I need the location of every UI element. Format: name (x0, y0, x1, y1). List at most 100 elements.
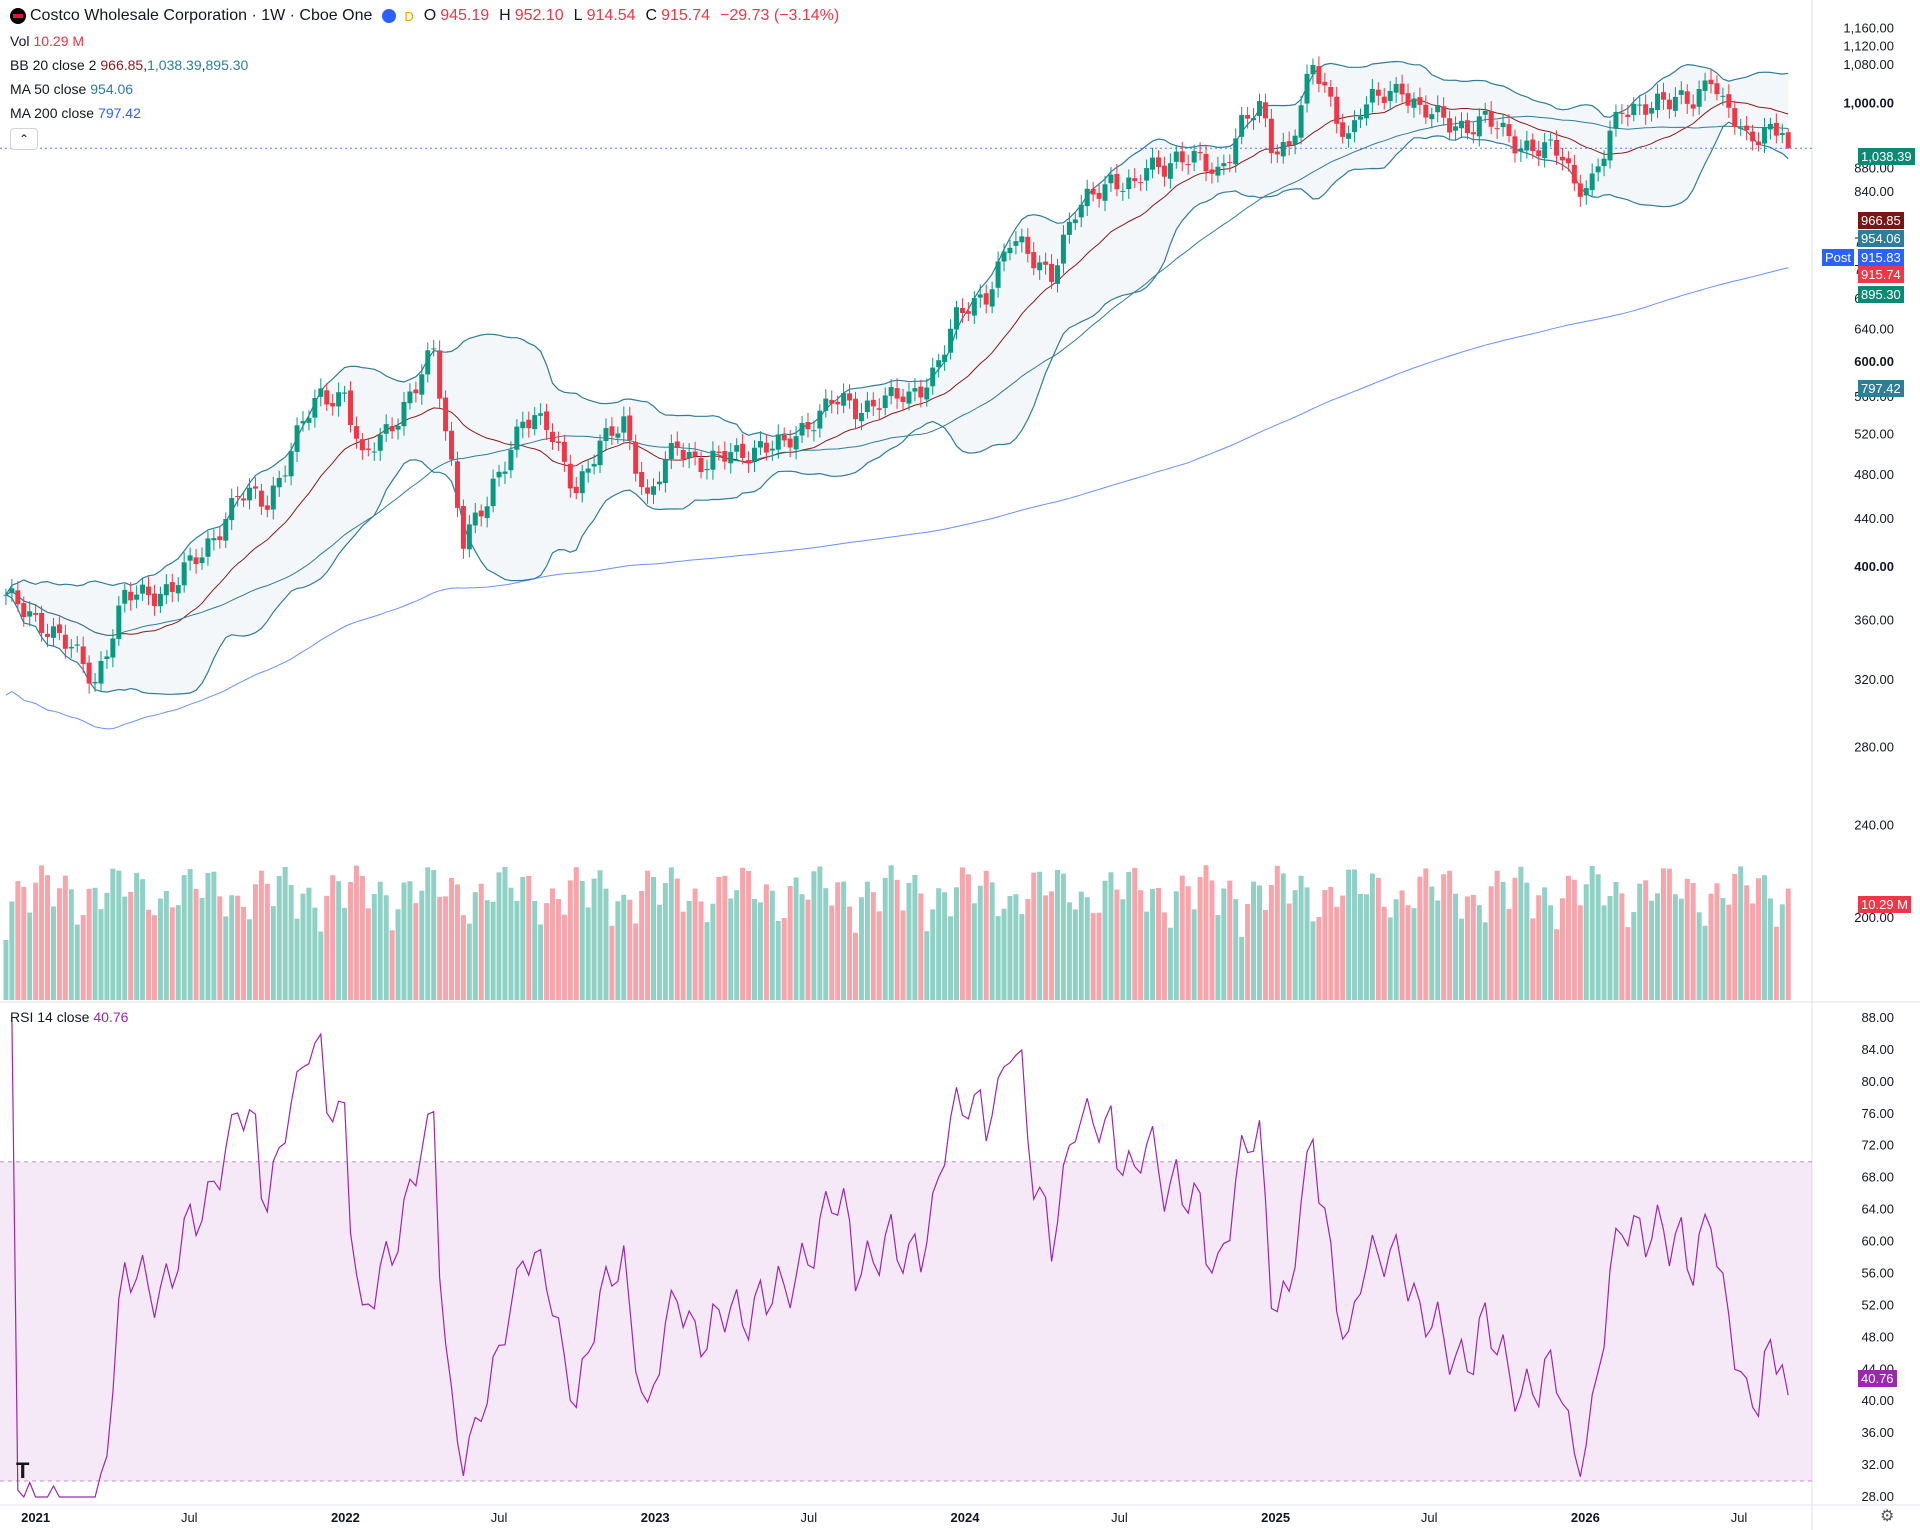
candle-body (609, 426, 615, 436)
candle-body (1215, 166, 1221, 176)
candle-body (282, 475, 288, 477)
candle-body (1518, 148, 1524, 152)
candle-body (1322, 81, 1328, 86)
candle-body (1144, 168, 1150, 181)
rsi-legend[interactable]: RSI 14 close 40.76 (10, 1008, 128, 1026)
candle-body (1227, 161, 1233, 163)
volume-bar (1274, 865, 1280, 1000)
candle-body (1233, 138, 1239, 165)
volume-bar (1334, 906, 1340, 1000)
volume-bar (1013, 894, 1019, 1000)
candle-body (1773, 122, 1779, 136)
last-price-badge: 915.74 (1858, 266, 1904, 283)
candle-body (704, 468, 710, 471)
volume-bar (858, 897, 864, 1000)
candle-body (835, 401, 841, 405)
volume-bar (740, 867, 746, 1000)
volume-bar (146, 909, 152, 1000)
ma50-legend[interactable]: MA 50 close 954.06 (10, 80, 133, 98)
volume-bar (68, 889, 74, 1000)
candle-body (1066, 221, 1072, 235)
candle-body (74, 644, 80, 646)
candle-body (33, 613, 39, 615)
volume-bar (1678, 898, 1684, 1000)
volume-bar (74, 924, 80, 1000)
volume-bar (50, 906, 56, 1000)
volume-bar (1197, 877, 1203, 1000)
volume-bar (1631, 912, 1637, 1000)
volume-bar (1138, 890, 1144, 1000)
candle-body (757, 441, 763, 448)
candle-body (752, 447, 758, 462)
candle-body (1476, 116, 1482, 137)
volume-bar (1316, 917, 1322, 1000)
volume-bar (763, 884, 769, 1000)
candle-body (847, 393, 853, 401)
d-badge[interactable]: D (404, 8, 414, 24)
ma200-legend[interactable]: MA 200 close 797.42 (10, 104, 141, 122)
candle-body (1084, 188, 1090, 207)
bb-lower-value: 895.30 (205, 57, 249, 73)
candle-body (1714, 83, 1720, 95)
candle-body (1785, 132, 1791, 149)
volume-bar (1209, 880, 1215, 1000)
vol-legend[interactable]: Vol 10.29 M (10, 32, 84, 50)
volume-bar (252, 884, 258, 1000)
volume-bar (817, 866, 823, 1000)
tradingview-logo-icon[interactable]: T (16, 1458, 30, 1483)
bb-basis-badge: 966.85 (1858, 212, 1904, 229)
volume-bar (98, 909, 104, 1000)
rsi-tick-label: 72.00 (1861, 1138, 1894, 1153)
candle-body (449, 430, 455, 460)
candle-body (656, 481, 662, 485)
candle-body (1060, 234, 1066, 264)
volume-bar (1102, 880, 1108, 1000)
candle-body (924, 387, 930, 400)
volume-bar (1072, 909, 1078, 1000)
candle-body (324, 390, 330, 405)
rsi-tick-label: 68.00 (1861, 1170, 1894, 1185)
rsi-tick-label: 60.00 (1861, 1234, 1894, 1249)
candle-body (817, 410, 823, 429)
candle-body (1209, 169, 1215, 174)
volume-bar (1542, 887, 1548, 1000)
candle-body (419, 374, 425, 395)
volume-bar (651, 876, 657, 1000)
chevron-up-icon[interactable]: ⌃ (10, 128, 38, 150)
candle-body (466, 524, 472, 550)
volume-bar (686, 900, 692, 1000)
volume-bar (110, 868, 116, 1000)
ma200-badge: 797.42 (1858, 380, 1904, 397)
candle-body (1191, 150, 1197, 163)
high-value: 952.10 (514, 7, 564, 24)
gear-icon[interactable]: ⚙ (1880, 1508, 1895, 1525)
candle-body (1619, 112, 1625, 114)
candle-body (1732, 108, 1738, 127)
volume-bar (722, 875, 728, 1000)
volume-bar (1512, 877, 1518, 1000)
volume-bar (1120, 899, 1126, 1000)
volume-bar (971, 903, 977, 1000)
candle-body (1138, 182, 1144, 184)
volume-bar (1150, 888, 1156, 1000)
volume-bar (769, 890, 775, 1000)
candle-body (472, 512, 478, 526)
candle-body (864, 400, 870, 413)
price-tick-label: 320.00 (1854, 672, 1894, 687)
volume-bar (235, 895, 241, 1000)
volume-bar (514, 900, 520, 1000)
bb-legend[interactable]: BB 20 close 2 966.85,1,038.39,895.30 (10, 57, 249, 73)
candle-body (1411, 98, 1417, 108)
volume-bar (538, 924, 544, 1000)
volume-bar (1554, 929, 1560, 1000)
volume-bar (1298, 875, 1304, 1000)
symbol-title[interactable]: Costco Wholesale Corporation · 1W · Cboe… (30, 7, 373, 24)
candle-body (229, 498, 235, 521)
candle-body (1375, 89, 1381, 96)
volume-bar (312, 907, 318, 1000)
volume-bar (1387, 917, 1393, 1000)
volume-bar (1161, 912, 1167, 1000)
market-status-icon[interactable] (382, 9, 397, 23)
volume-bar (431, 869, 437, 1000)
